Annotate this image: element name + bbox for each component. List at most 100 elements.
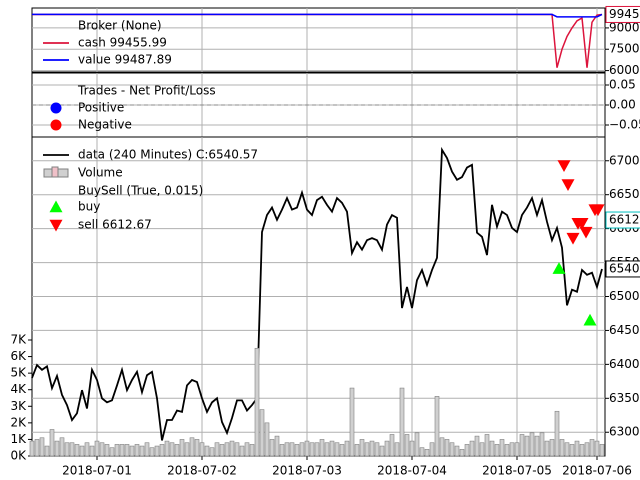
- legend-label: Positive: [78, 101, 124, 115]
- volume-bar: [549, 439, 555, 457]
- volume-bar: [174, 444, 180, 457]
- legend-label: Volume: [78, 166, 123, 180]
- volume-bar: [334, 442, 340, 457]
- legend-label: data (240 Minutes) C:6540.57: [78, 148, 258, 162]
- volume-bar: [499, 439, 505, 457]
- legend-label: buy: [78, 200, 100, 214]
- volume-bar: [54, 440, 60, 457]
- volume-bar: [539, 432, 545, 457]
- y-tick-label: 6400: [609, 357, 640, 371]
- legend-title: Trades - Net Profit/Loss: [77, 84, 216, 98]
- legend-swatch: [49, 200, 63, 213]
- legend-label: Negative: [78, 118, 132, 132]
- volume-bar: [409, 440, 415, 457]
- volume-bar: [559, 439, 565, 457]
- legend-swatch: [49, 219, 63, 232]
- volume-bar: [254, 347, 260, 457]
- volume-bar: [474, 435, 480, 457]
- volume-bar: [244, 442, 250, 457]
- volume-bar: [399, 387, 405, 457]
- volume-bar: [524, 435, 530, 457]
- volume-bar: [159, 444, 165, 457]
- y2-tick-label: 1K: [10, 432, 27, 446]
- volume-bar: [374, 442, 380, 457]
- volume-bar: [339, 444, 345, 457]
- y-tick-label: 6300: [609, 425, 640, 439]
- y-tick-label: 6350: [609, 391, 640, 405]
- line: [32, 13, 603, 18]
- volume-bar: [149, 447, 155, 457]
- volume-bar: [429, 442, 435, 457]
- volume-bar: [444, 439, 450, 457]
- volume-bar: [294, 444, 300, 457]
- volume-bar: [39, 437, 45, 457]
- y2-tick-label: 6K: [10, 349, 27, 363]
- volume-bar: [449, 442, 455, 457]
- marker: [583, 313, 597, 326]
- volume-bar: [404, 434, 410, 457]
- value-tag: [605, 211, 640, 229]
- volume-bar: [89, 445, 95, 457]
- volume-bar: [44, 445, 50, 457]
- value-tag-label: 6612.67: [609, 213, 640, 227]
- y2-tick-label: 0K: [10, 449, 27, 463]
- volume-bar: [49, 429, 55, 457]
- volume-bar: [369, 440, 375, 457]
- volume-bar: [74, 444, 80, 457]
- volume-bar: [554, 410, 560, 457]
- volume-bar: [574, 440, 580, 457]
- volume-bar: [239, 445, 245, 457]
- volume-bar: [154, 445, 160, 457]
- marker: [561, 179, 575, 192]
- volume-bar: [259, 409, 265, 457]
- y2-tick-label: 4K: [10, 382, 27, 396]
- legend-swatch: [51, 166, 59, 178]
- legend-label: cash 99455.99: [78, 36, 167, 50]
- volume-bar: [459, 449, 465, 457]
- value-tag: [605, 260, 640, 278]
- volume-bar: [509, 442, 515, 457]
- volume-bar: [164, 440, 170, 457]
- volume-bar: [99, 442, 105, 457]
- marker: [566, 232, 580, 245]
- volume-bar: [354, 444, 360, 457]
- volume-bar: [504, 444, 510, 457]
- volume-bar: [224, 442, 230, 457]
- volume-bar: [384, 440, 390, 457]
- y-tick-label: 60000: [609, 63, 640, 77]
- volume-bar: [479, 442, 485, 457]
- volume-bar: [209, 447, 215, 457]
- y-tick-label: 6650: [609, 187, 640, 201]
- volume-bar: [179, 439, 185, 457]
- volume-bar: [319, 439, 325, 457]
- y-tick-label: 6500: [609, 289, 640, 303]
- volume-bar: [519, 434, 525, 457]
- volume-bar: [414, 432, 420, 457]
- legend-group-title: BuySell (True, 0.015): [78, 184, 203, 198]
- volume-bar: [394, 442, 400, 457]
- volume-bar: [359, 439, 365, 457]
- y-tick-label: −0.05: [609, 118, 640, 132]
- volume-bar: [529, 432, 535, 457]
- volume-bar: [389, 434, 395, 457]
- y-tick-label: 0.05: [609, 78, 636, 92]
- volume-bar: [309, 442, 315, 457]
- volume-bar: [344, 440, 350, 457]
- volume-bar: [69, 442, 75, 457]
- volume-bar: [29, 440, 35, 457]
- x-tick-label: 2018-07-06: [562, 464, 632, 478]
- y2-tick-label: 3K: [10, 399, 27, 413]
- volume-bar: [269, 439, 275, 457]
- volume-bar: [599, 444, 605, 457]
- y2-tick-label: 5K: [10, 366, 27, 380]
- volume-bar: [34, 439, 40, 457]
- volume-bar: [119, 444, 125, 457]
- volume-bar: [59, 437, 65, 457]
- volume-bar: [219, 444, 225, 457]
- volume-bar: [199, 442, 205, 457]
- x-tick-label: 2018-07-03: [272, 464, 342, 478]
- y2-tick-label: 2K: [10, 415, 27, 429]
- marker: [557, 160, 571, 173]
